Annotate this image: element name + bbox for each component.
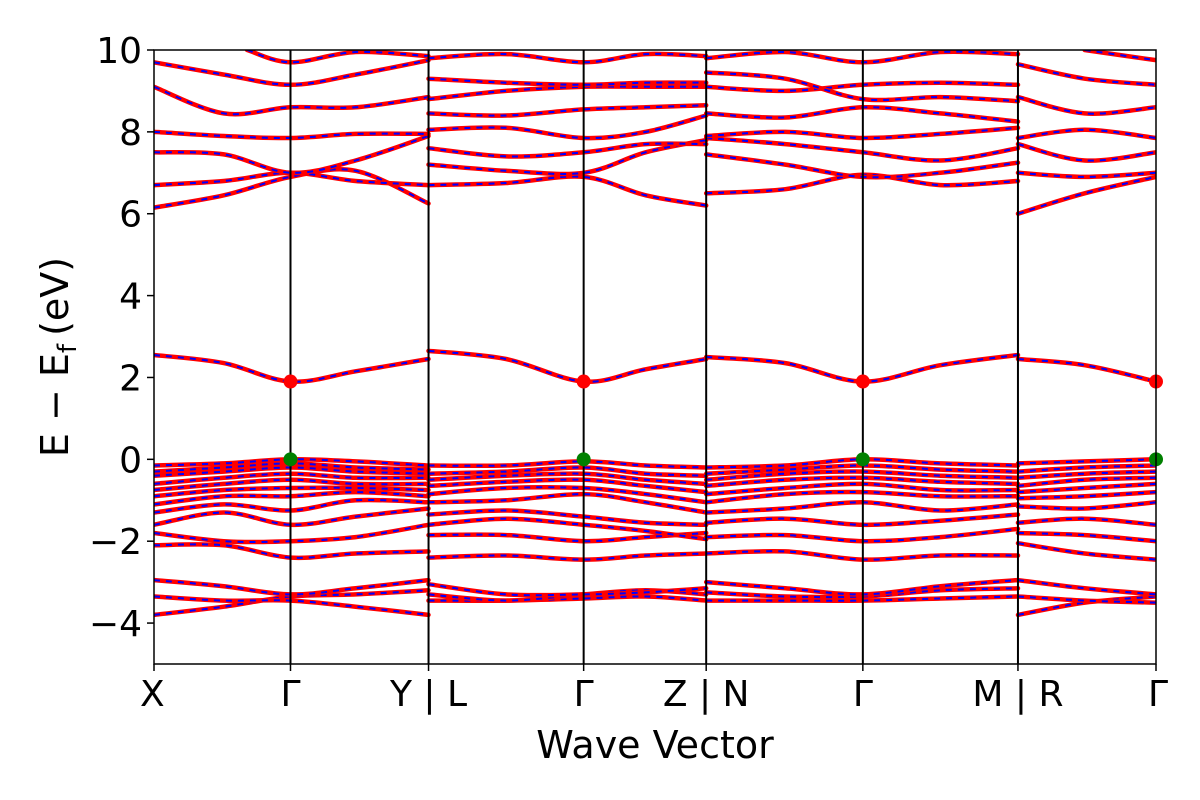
band-dash-1-7 <box>428 493 707 514</box>
y-tick-label: 0 <box>119 440 142 481</box>
band-line-1-17 <box>426 113 709 141</box>
band-line-3-6 <box>1015 500 1156 511</box>
extrema-markers <box>283 374 1163 467</box>
y-axis-label: E − Ef (eV) <box>33 257 83 457</box>
band-dash-0-14 <box>154 354 429 383</box>
band-line-1-14 <box>426 174 709 208</box>
y-tick-label: −2 <box>89 522 142 563</box>
x-tick-label: Γ <box>1148 674 1168 715</box>
vbm-marker-4 <box>283 452 298 467</box>
band-dash-0-19 <box>154 85 429 116</box>
band-line-0-21 <box>244 50 431 65</box>
band-line-3-3 <box>1015 540 1156 562</box>
band-line-3-16 <box>1015 141 1156 163</box>
x-tick-label: M | R <box>972 674 1063 715</box>
band-dash-0-15 <box>154 168 429 209</box>
band-dash-1-12 <box>428 460 707 469</box>
band-dash-0-20 <box>154 59 429 86</box>
vbm-marker-6 <box>855 452 870 467</box>
band-dash-3-7 <box>1017 491 1156 500</box>
y-axis: −4 −2 0 2 4 6 8 10 <box>89 31 154 645</box>
x-tick-label: Γ <box>280 674 300 715</box>
x-tick-label: X <box>140 674 165 715</box>
y-tick-label: 6 <box>119 195 142 236</box>
band-dash-3-3 <box>1017 542 1156 561</box>
band-dash-3-11 <box>1017 464 1156 473</box>
x-tick-label: Γ <box>574 674 594 715</box>
band-dash-1-11 <box>428 466 707 477</box>
band-dash-0-17 <box>154 135 429 174</box>
band-dash-1-1 <box>428 589 707 602</box>
x-tick-label: Z | N <box>663 674 750 715</box>
y-tick-label: −4 <box>89 604 142 645</box>
x-tick-label: Γ <box>853 674 873 715</box>
band-dash-1-17 <box>428 114 707 140</box>
band-dash-1-6 <box>428 509 707 526</box>
band-line-3-5 <box>1015 516 1156 528</box>
band-dash-3-2 <box>1017 579 1156 596</box>
band-dash-1-14 <box>428 175 707 207</box>
band-line-3-18 <box>1015 94 1156 116</box>
band-dash-3-4 <box>1017 532 1156 543</box>
band-dash-3-9 <box>1017 476 1156 487</box>
band-dash-3-10 <box>1017 470 1156 479</box>
band-dash-1-5 <box>428 517 707 541</box>
band-dash-0-5 <box>154 507 429 526</box>
band-line-1-18 <box>426 103 709 118</box>
band-line-3-15 <box>1015 170 1156 180</box>
band-dash-3-16 <box>1017 143 1156 162</box>
y-tick-label: 8 <box>119 113 142 154</box>
x-axis-label: Wave Vector <box>536 723 774 767</box>
band-dash-1-3 <box>428 552 707 561</box>
x-tick-label: Y | L <box>389 674 467 715</box>
y-axis-label-subscript: f <box>53 343 83 353</box>
band-dash-1-10 <box>428 472 707 485</box>
x-axis: X Γ Y | L Γ Z | N Γ M | R Γ <box>140 664 1168 715</box>
band-line-3-12 <box>1015 457 1156 466</box>
band-dash-3-0 <box>1017 595 1156 616</box>
cbm-marker-0 <box>283 374 298 389</box>
band-dash-3-6 <box>1017 501 1156 510</box>
band-dash-3-12 <box>1017 458 1156 465</box>
y-tick-label: 2 <box>119 358 142 399</box>
kpoint-lines <box>289 50 1019 664</box>
band-dash-3-8 <box>1017 482 1156 494</box>
y-tick-label: 10 <box>96 31 142 72</box>
y-tick-label: 4 <box>119 277 142 318</box>
band-dash-1-15 <box>428 139 707 175</box>
band-dash-3-19 <box>1017 63 1156 86</box>
cbm-marker-2 <box>855 374 870 389</box>
band-dash-1-19 <box>428 85 707 101</box>
band-dash-1-8 <box>428 486 707 504</box>
band-line-3-2 <box>1015 577 1156 597</box>
band-dash-3-17 <box>1017 128 1156 139</box>
band-dash-3-18 <box>1017 96 1156 115</box>
band-line-3-13 <box>1015 356 1156 384</box>
band-dash-3-14 <box>1017 175 1156 215</box>
band-line-3-4 <box>1015 530 1156 544</box>
band-dash-3-1 <box>1017 595 1156 604</box>
band-dash-1-21 <box>428 52 707 64</box>
band-dash-1-2 <box>428 583 707 597</box>
bands-layer <box>154 50 1156 618</box>
band-line-1-2 <box>426 581 709 598</box>
plot-frame <box>153 49 1157 665</box>
band-dash-1-18 <box>428 104 707 117</box>
band-line-3-19 <box>1015 62 1156 88</box>
band-line-1-19 <box>426 84 709 102</box>
band-line-3-17 <box>1015 127 1156 141</box>
vbm-marker-5 <box>576 452 591 467</box>
y-axis-label-main: E − E <box>33 353 77 457</box>
band-dash-1-20 <box>428 77 707 86</box>
band-dash-1-9 <box>428 478 707 494</box>
band-dash-3-15 <box>1017 171 1156 178</box>
band-dash-3-5 <box>1017 517 1156 526</box>
band-dash-3-13 <box>1017 358 1156 383</box>
cbm-marker-1 <box>576 374 591 389</box>
y-axis-label-unit: (eV) <box>33 257 77 336</box>
band-dash-1-16 <box>428 142 707 158</box>
band-dash-1-4 <box>428 532 707 543</box>
